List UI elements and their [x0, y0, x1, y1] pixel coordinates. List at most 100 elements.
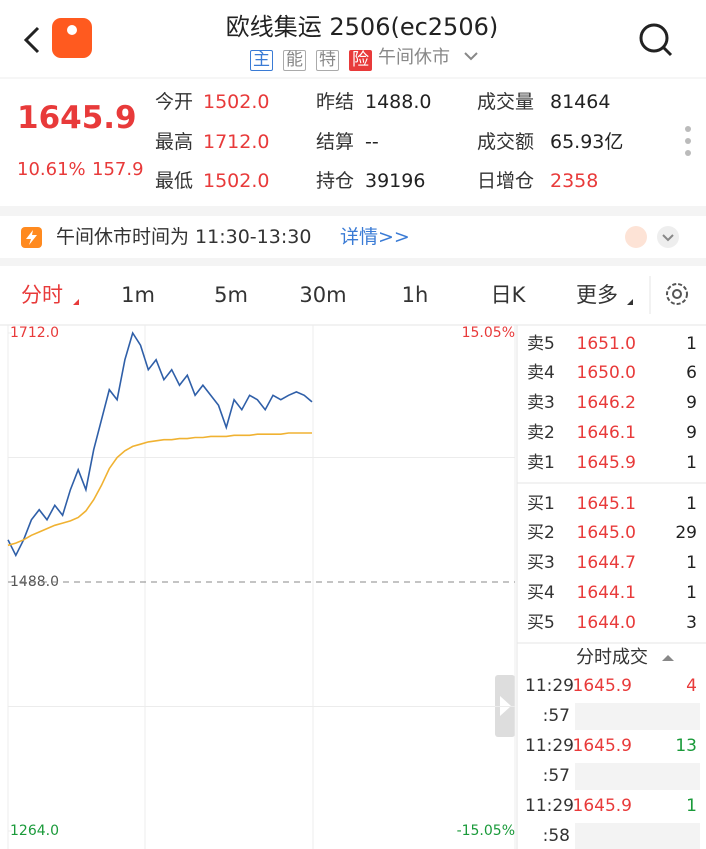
book-price: 1645.0	[576, 523, 636, 544]
trade-action-bg	[575, 823, 700, 849]
trade-qty: 4	[686, 675, 697, 696]
tag: 能	[283, 49, 306, 71]
tab[interactable]: 更多	[576, 282, 618, 307]
collapse-button[interactable]	[657, 226, 679, 248]
field-label: 成交额	[477, 130, 535, 153]
tag: 特	[316, 49, 339, 71]
book-qty: 6	[686, 363, 697, 384]
book-price: 1644.7	[576, 553, 636, 574]
tab-triangle	[73, 299, 79, 305]
field-value: 39196	[365, 169, 426, 192]
book-qty: 1	[686, 493, 697, 514]
field-label: 今开	[155, 90, 194, 113]
book-price: 1645.9	[576, 452, 636, 473]
trade-time: 11:29	[525, 795, 574, 816]
field-label: 最高	[155, 130, 194, 153]
book-price: 1646.1	[576, 422, 636, 443]
trade-action-bg	[575, 763, 700, 790]
more-dot	[685, 150, 691, 156]
notice-bolt	[26, 230, 37, 245]
badge-bg	[625, 226, 647, 248]
search-icon[interactable]	[639, 23, 669, 53]
trade-time: 11:29	[525, 735, 574, 756]
field-value: 65.93亿	[550, 130, 624, 153]
search-handle	[661, 45, 673, 57]
book-qty: 29	[675, 523, 697, 544]
tab[interactable]: 1h	[401, 282, 429, 307]
book-qty: 1	[686, 553, 697, 574]
trades-title: 分时成交	[576, 647, 648, 668]
field-label: 日增仓	[477, 169, 535, 192]
trade-subtime: :58	[542, 825, 570, 846]
logo-bg	[52, 18, 92, 58]
field-value: 2358	[550, 169, 599, 192]
tab[interactable]: 日K	[490, 282, 526, 307]
status-chevron[interactable]	[464, 52, 478, 61]
field-value: 1502.0	[203, 90, 270, 113]
book-price: 1645.1	[576, 493, 636, 514]
field-label: 昨结	[316, 90, 355, 113]
book-price: 1646.2	[576, 393, 636, 414]
trade-price: 1645.9	[572, 675, 632, 696]
book-label: 买2	[527, 523, 555, 544]
notice-text: 午间休市时间为 11:30-13:30	[56, 225, 312, 248]
field-label: 成交量	[477, 90, 535, 113]
market-status[interactable]: 午间休市	[378, 47, 450, 68]
settings-icon[interactable]	[666, 283, 688, 305]
trade-subtime: :57	[542, 765, 570, 786]
tag: 主	[250, 49, 273, 71]
trade-time: 11:29	[525, 675, 574, 696]
back-icon[interactable]	[23, 26, 40, 54]
notice-link[interactable]: 详情>>	[340, 225, 410, 248]
book-qty: 1	[686, 333, 697, 354]
field-value: 81464	[550, 90, 611, 113]
field-label: 最低	[155, 169, 194, 192]
band	[0, 258, 706, 266]
book-price: 1650.0	[576, 363, 636, 384]
trade-qty: 13	[675, 735, 697, 756]
price-line	[7, 331, 313, 558]
collapse-chevron	[662, 234, 674, 242]
book-label: 买4	[527, 582, 555, 603]
settings-core	[672, 289, 682, 299]
logo-dot	[67, 25, 77, 35]
field-label: 结算	[316, 130, 355, 153]
book-label: 卖4	[527, 363, 555, 384]
pct-label: 15.05%	[461, 325, 515, 341]
book-price: 1651.0	[576, 333, 636, 354]
change: 157.9	[92, 159, 144, 180]
trade-action-bg	[575, 703, 700, 730]
tab[interactable]: 30m	[299, 282, 347, 307]
y-tick-label: 1264.0	[10, 823, 59, 839]
tab[interactable]: 5m	[214, 282, 248, 307]
price-line	[7, 432, 312, 547]
book-label: 卖5	[527, 333, 555, 354]
book-qty: 9	[686, 393, 697, 414]
tab-triangle	[627, 299, 633, 305]
more-dot[interactable]	[685, 126, 691, 132]
field-value: --	[365, 130, 379, 153]
book-qty: 1	[686, 582, 697, 603]
change-pct: 10.61%	[17, 159, 86, 180]
y-tick-label: 1712.0	[10, 325, 59, 341]
book-price: 1644.1	[576, 582, 636, 603]
book-qty: 1	[686, 452, 697, 473]
band	[0, 206, 706, 216]
trade-price: 1645.9	[572, 795, 632, 816]
field-value: 1488.0	[365, 90, 432, 113]
sort-triangle[interactable]	[662, 655, 674, 661]
book-qty: 9	[686, 422, 697, 443]
tab[interactable]: 1m	[121, 282, 155, 307]
book-label: 卖1	[527, 452, 555, 473]
book-label: 买5	[527, 612, 555, 633]
trade-qty: 1	[686, 795, 697, 816]
tab[interactable]: 分时	[21, 282, 63, 307]
field-value: 1502.0	[203, 169, 270, 192]
pct-label: -15.05%	[456, 823, 515, 839]
more-dot	[685, 138, 691, 144]
field-value: 1712.0	[203, 130, 270, 153]
book-price: 1644.0	[576, 612, 636, 633]
